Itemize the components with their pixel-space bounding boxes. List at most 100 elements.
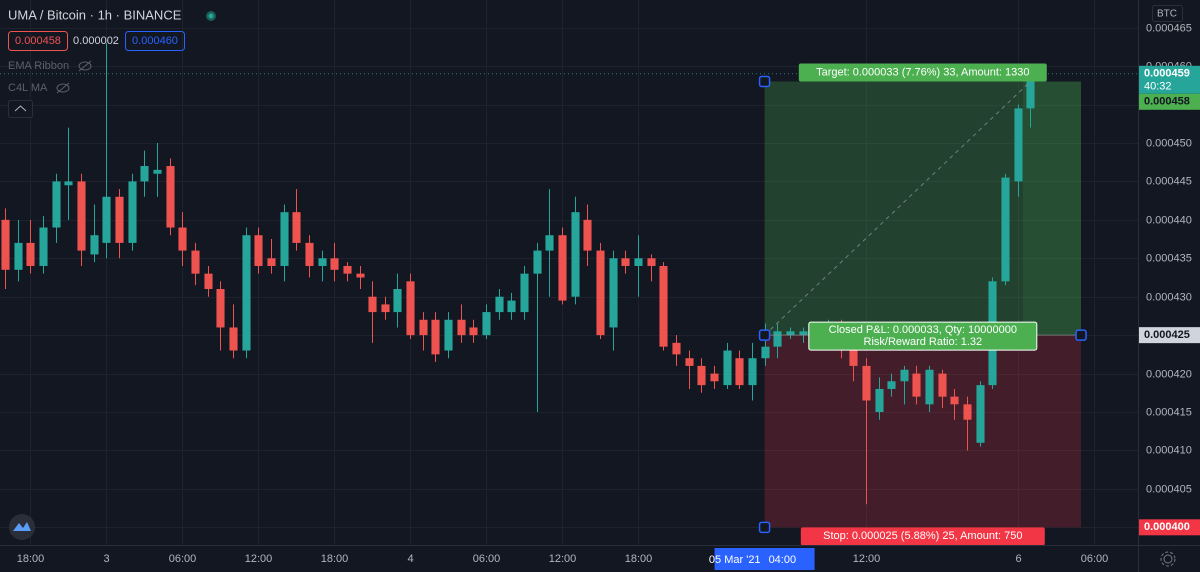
x-tick-label: 12:00 bbox=[549, 553, 577, 565]
y-tick-label: 0.000405 bbox=[1146, 483, 1192, 495]
hide-icon[interactable] bbox=[78, 60, 92, 72]
candle-body bbox=[356, 273, 365, 278]
crosshair-date: 05 Mar '21 bbox=[709, 554, 761, 566]
x-tick-label: 18:00 bbox=[625, 553, 653, 565]
candle-body bbox=[64, 181, 73, 186]
candle-body bbox=[393, 289, 402, 313]
bid-price: 0.000458 bbox=[15, 35, 61, 47]
candle-body bbox=[229, 327, 238, 351]
x-tick-label: 06:00 bbox=[169, 553, 197, 565]
candle-body bbox=[242, 235, 251, 351]
entry-tag bbox=[1139, 327, 1200, 344]
pnl-box bbox=[808, 321, 1038, 351]
candle-body bbox=[419, 319, 428, 336]
candle-body bbox=[406, 281, 415, 336]
candle-body bbox=[583, 219, 592, 251]
y-tick-label: 0.000420 bbox=[1146, 368, 1192, 380]
entry-tag-label: 0.000425 bbox=[1144, 329, 1190, 341]
candle-body bbox=[1014, 108, 1023, 182]
candle-body bbox=[153, 169, 162, 174]
x-tick-label: 06:00 bbox=[1081, 553, 1109, 565]
candle-body bbox=[280, 212, 289, 266]
candle-body bbox=[368, 296, 377, 313]
candle-body bbox=[1001, 177, 1010, 282]
logo-mark bbox=[13, 522, 31, 531]
target-tag bbox=[1139, 93, 1200, 110]
candle-body bbox=[875, 388, 884, 413]
y-tick-label: 0.000445 bbox=[1146, 175, 1192, 187]
x-tick-label: 12:00 bbox=[245, 553, 273, 565]
ask-box[interactable] bbox=[125, 31, 185, 51]
target-label-box bbox=[798, 63, 1047, 82]
candle-body bbox=[545, 235, 554, 251]
settings-icon[interactable] bbox=[1160, 551, 1176, 567]
handle bbox=[758, 521, 771, 534]
candle-body bbox=[507, 300, 516, 313]
candle-body bbox=[381, 304, 390, 313]
candle-body bbox=[963, 404, 972, 420]
last-price-tag bbox=[1139, 65, 1200, 94]
target-path bbox=[764, 81, 1031, 336]
y-tick-label: 0.000410 bbox=[1146, 444, 1192, 456]
candle-body bbox=[140, 166, 149, 182]
candle-body bbox=[621, 258, 630, 266]
x-tick-label: 18:00 bbox=[17, 553, 45, 565]
candle-body bbox=[710, 373, 719, 382]
y-tick-label: 0.000435 bbox=[1146, 252, 1192, 264]
stop-label: Stop: 0.000025 (5.88%) 25, Amount: 750 bbox=[823, 530, 1022, 542]
currency-box[interactable] bbox=[1152, 5, 1183, 22]
symbol-title: UMA / Bitcoin · 1h · BINANCE bbox=[8, 7, 182, 22]
candle-body bbox=[39, 227, 48, 266]
candle-body bbox=[128, 181, 137, 243]
collapse-button[interactable] bbox=[8, 100, 33, 118]
candle-body bbox=[14, 242, 23, 270]
candle-body bbox=[26, 242, 35, 266]
candle-body bbox=[457, 319, 466, 336]
candle-body bbox=[469, 327, 478, 336]
candle-body bbox=[938, 373, 947, 397]
x-tick-label: 06:00 bbox=[473, 553, 501, 565]
candle-body bbox=[558, 235, 567, 301]
candle-body bbox=[900, 369, 909, 382]
target-zone bbox=[764, 81, 1082, 336]
candle-body bbox=[862, 365, 871, 401]
ask-price: 0.000460 bbox=[132, 35, 178, 47]
candle-body bbox=[343, 265, 352, 274]
candle-body bbox=[52, 181, 61, 228]
target-label: Target: 0.000033 (7.76%) 33, Amount: 133… bbox=[816, 66, 1029, 78]
candle-body bbox=[761, 346, 770, 359]
stop-tag bbox=[1139, 519, 1200, 536]
indicator-name: EMA Ribbon bbox=[8, 60, 69, 72]
candle-body bbox=[634, 258, 643, 266]
candle-body bbox=[849, 342, 858, 366]
last-price-tag-label: 0.000459 bbox=[1144, 68, 1190, 80]
candle-body bbox=[659, 265, 668, 347]
candle-body bbox=[596, 250, 605, 336]
candle-body bbox=[925, 369, 934, 405]
candle-body bbox=[292, 212, 301, 243]
bid-box[interactable] bbox=[8, 31, 68, 51]
candle-body bbox=[495, 296, 504, 313]
hide-icon[interactable] bbox=[56, 82, 70, 94]
candle-body bbox=[520, 273, 529, 313]
handle bbox=[758, 329, 771, 341]
ratio-label: Risk/Reward Ratio: 1.32 bbox=[864, 336, 983, 348]
market-status-dot bbox=[208, 13, 214, 19]
candle-body bbox=[799, 331, 808, 336]
candle-body bbox=[723, 350, 732, 386]
candle-body bbox=[305, 242, 314, 266]
candle-body bbox=[482, 312, 491, 336]
candle-body bbox=[444, 319, 453, 351]
collapse-icon bbox=[14, 105, 27, 112]
y-tick-label: 0.000465 bbox=[1146, 22, 1192, 34]
candle-body bbox=[1026, 73, 1035, 109]
profit-fill bbox=[1022, 81, 1082, 336]
candle-body bbox=[191, 250, 200, 274]
candle-body bbox=[204, 273, 213, 290]
candle-body bbox=[950, 396, 959, 405]
candle-body bbox=[735, 358, 744, 386]
countdown: 40:32 bbox=[1144, 81, 1172, 93]
candle-body bbox=[609, 258, 618, 328]
x-tick-label: 4 bbox=[407, 553, 413, 565]
